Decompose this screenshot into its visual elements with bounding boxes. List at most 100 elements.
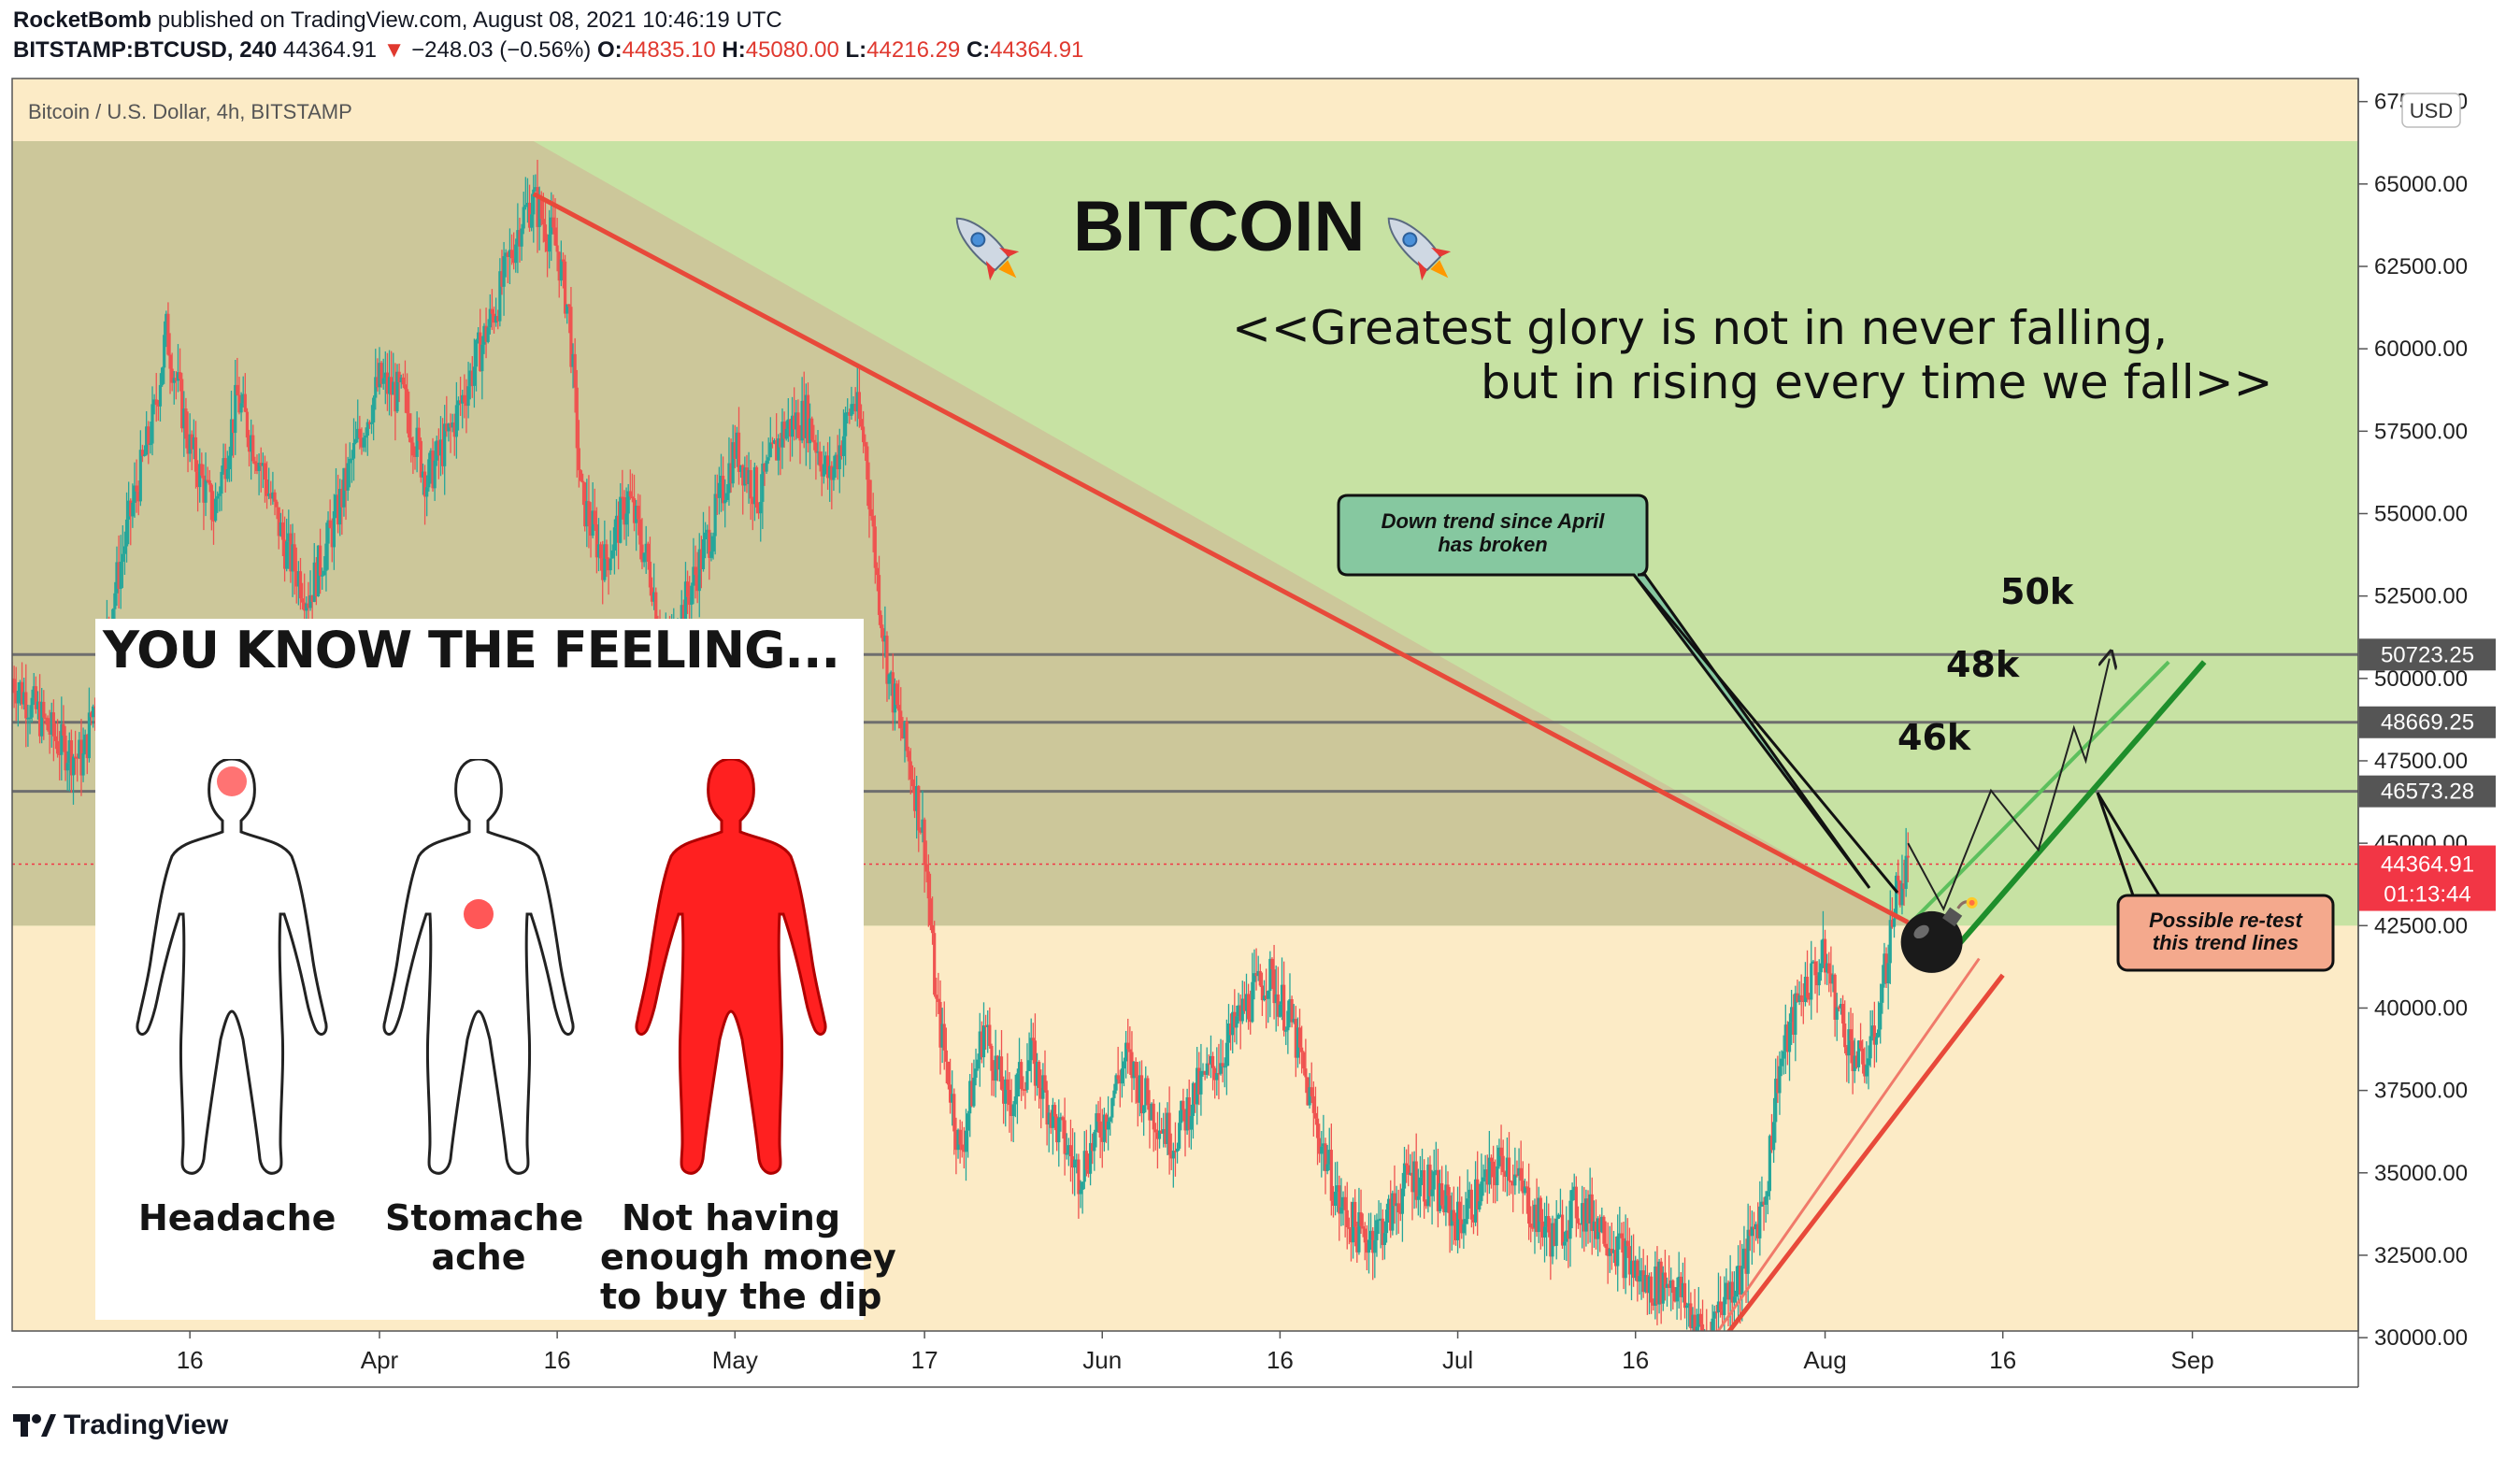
candle-body [1468, 1189, 1471, 1199]
candle-body [1325, 1164, 1329, 1171]
candle-body [1638, 1276, 1641, 1282]
candle-body [887, 674, 891, 684]
author-name[interactable]: RocketBomb [13, 7, 152, 33]
candle-body [1853, 1055, 1856, 1071]
candle-body [344, 467, 348, 491]
candle-body [1606, 1248, 1610, 1256]
candle-body [999, 1056, 1004, 1090]
candle-body [163, 335, 166, 368]
candle-body [770, 442, 775, 444]
candle-body [1039, 1087, 1043, 1099]
candle-body [1783, 1024, 1787, 1052]
candle-body [1373, 1239, 1377, 1253]
candle-body [1661, 1272, 1665, 1304]
candle-body [129, 500, 133, 517]
candle-body [1260, 985, 1264, 1001]
candle-body [1792, 1007, 1796, 1036]
candle-body [509, 250, 514, 259]
candle-body [534, 187, 537, 190]
candle-body [1904, 855, 1908, 889]
green-trend-lines[interactable] [1906, 660, 2207, 965]
candle-body [577, 448, 580, 471]
candle-body [465, 402, 468, 407]
candle-body [435, 440, 438, 461]
candle-body [1237, 1005, 1240, 1017]
candle-body [828, 465, 832, 479]
price-axis[interactable]: 30000.00 32500.00 35000.00 37500.00 40000.00… [2358, 90, 2468, 1351]
downtrend-callout[interactable]: Down trend since April has broken [1337, 494, 1899, 894]
candle-body [1588, 1194, 1592, 1224]
footer-brand[interactable]: TradingView [13, 1410, 228, 1441]
candle-body [1288, 998, 1292, 1011]
candle-body [236, 384, 239, 395]
candle-body [145, 426, 149, 455]
candle-body [392, 381, 395, 395]
support-lines[interactable] [1707, 957, 2005, 1361]
tradingview-logo-icon [13, 1414, 56, 1437]
candle-body [484, 325, 488, 342]
candle-body [1723, 1296, 1726, 1315]
candle-body [12, 679, 16, 694]
candle-body [1574, 1186, 1578, 1219]
candle-body [79, 739, 83, 776]
candle-body [1020, 1062, 1024, 1090]
candle-body [1652, 1302, 1655, 1306]
candle-body [1438, 1182, 1442, 1211]
candle-body [1801, 1000, 1805, 1002]
candle-body [1327, 1150, 1331, 1165]
candle-body [1282, 984, 1286, 1031]
candle-body [178, 372, 182, 379]
candle-body [1207, 1063, 1210, 1066]
candle-body [1624, 1240, 1627, 1279]
candle-body [1668, 1283, 1671, 1288]
candle-body [1636, 1260, 1639, 1282]
candle-body [1851, 1040, 1854, 1071]
candle-body [1286, 1010, 1290, 1031]
candle-body [1565, 1230, 1568, 1242]
candle-body [910, 779, 915, 787]
candle-body [830, 465, 834, 480]
retest-callout[interactable]: Possible re-test this trend lines [2096, 792, 2335, 972]
candle-body [1302, 1052, 1306, 1069]
candle-body [1586, 1198, 1590, 1224]
candle-body [255, 464, 259, 471]
candle-body [1442, 1205, 1446, 1212]
candle-body [51, 712, 55, 737]
candle-body [749, 469, 752, 499]
candle-body [1004, 1079, 1008, 1104]
candle-body [60, 723, 64, 755]
quote-line-1: <<Greatest glory is not in never falling… [1232, 301, 2168, 355]
candle-body [425, 487, 429, 497]
candle-body [1858, 1040, 1863, 1049]
currency-badge[interactable]: USD [2401, 93, 2461, 128]
level2-tag-label: 48669.25 [2381, 710, 2474, 736]
candle-body [795, 412, 798, 430]
candle-body [422, 471, 427, 497]
candle-body [561, 259, 566, 262]
candle-body [605, 544, 609, 560]
candle-body [905, 721, 909, 751]
candle-body [1491, 1161, 1496, 1178]
candle-body [990, 1045, 994, 1071]
candle-body [1297, 1027, 1302, 1048]
projection-path[interactable] [1907, 659, 2110, 912]
candle-body [149, 443, 152, 446]
candle-body [1507, 1157, 1511, 1181]
candle-body [823, 455, 828, 465]
candle-body [745, 467, 749, 484]
time-axis[interactable]: 16 Apr 16 May 17 Jun 16 Jul 16 Aug 16 Sep [177, 1331, 2214, 1374]
candle-body [735, 432, 738, 459]
candle-body [67, 739, 71, 764]
downtrend-line[interactable] [532, 192, 1910, 924]
candle-body [89, 712, 93, 718]
candle-body [394, 381, 397, 412]
candle-body [1808, 997, 1811, 1000]
candle-body [1879, 1002, 1883, 1030]
candle-body [626, 491, 630, 514]
candle-body [53, 736, 58, 741]
body-outline-icon [136, 759, 328, 1175]
symbol-label[interactable]: BITSTAMP:BTCUSD, 240 [13, 37, 278, 63]
candle-body [1790, 1007, 1794, 1023]
candle-body [1210, 1055, 1215, 1068]
candle-body [1655, 1266, 1659, 1305]
